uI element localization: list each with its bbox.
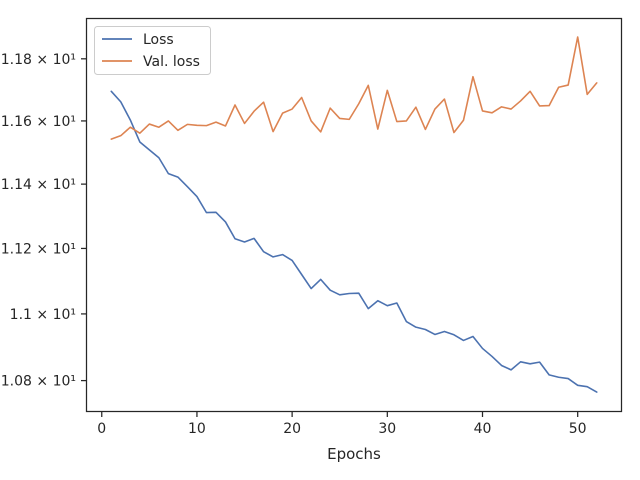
y-axis: 1.08 × 10¹ 1.1 × 10¹ 1.12 × 10¹ 1.14 × 10¹ 1… [1,52,87,390]
y-tick-label: 1.12 × 10¹ [1,241,76,257]
y-tick-label: 1.18 × 10¹ [1,52,76,68]
series-line-val-loss [110,36,598,140]
series-line-loss [110,90,598,393]
x-tick-label: 0 [97,421,106,437]
series-lines [110,36,598,393]
y-tick-label: 1.1 × 10¹ [10,307,76,323]
x-tick-label: 30 [378,421,396,437]
legend-label-val-loss: Val. loss [143,54,200,70]
legend-label-loss: Loss [143,32,174,48]
y-tick-label: 1.16 × 10¹ [1,114,76,130]
y-tick-label: 1.14 × 10¹ [1,177,76,193]
x-tick-label: 10 [188,421,206,437]
x-axis: 0 10 20 30 40 50 [97,411,587,437]
x-tick-label: 40 [474,421,492,437]
x-tick-label: 50 [569,421,587,437]
y-tick-label: 1.08 × 10¹ [1,374,76,390]
x-tick-label: 20 [283,421,301,437]
legend: Loss Val. loss [94,26,211,75]
plot-frame [85,17,623,413]
x-axis-label: Epochs [327,445,381,463]
